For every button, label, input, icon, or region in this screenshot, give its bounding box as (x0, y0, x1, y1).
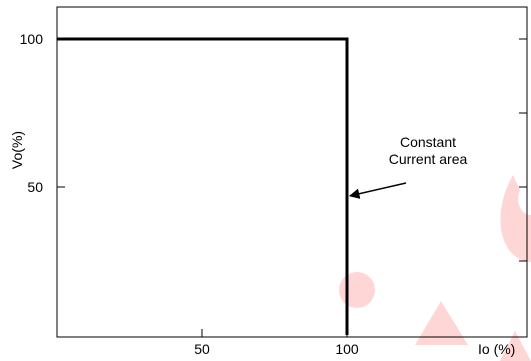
x-axis-label: Io (%) (478, 341, 515, 357)
series-layer (57, 37, 349, 335)
series-line (57, 37, 349, 335)
watermark-dot (339, 272, 375, 308)
annotation-arrow (348, 182, 407, 199)
watermark-shape (500, 175, 531, 262)
y-tick-label: 50 (27, 179, 43, 195)
annotation-text: Constant (400, 134, 456, 150)
watermark-shape (415, 301, 468, 345)
plot-frame (56, 6, 528, 338)
x-tick-label: 100 (335, 341, 359, 357)
y-axis-label: Vo(%) (9, 131, 25, 169)
ticks-layer: 50 100 50 100 (20, 31, 527, 357)
y-tick-label: 100 (20, 31, 44, 47)
annotation-text: Current area (389, 151, 468, 167)
x-tick-label: 50 (194, 341, 210, 357)
watermark (339, 175, 531, 361)
watermark-shape (500, 331, 531, 361)
